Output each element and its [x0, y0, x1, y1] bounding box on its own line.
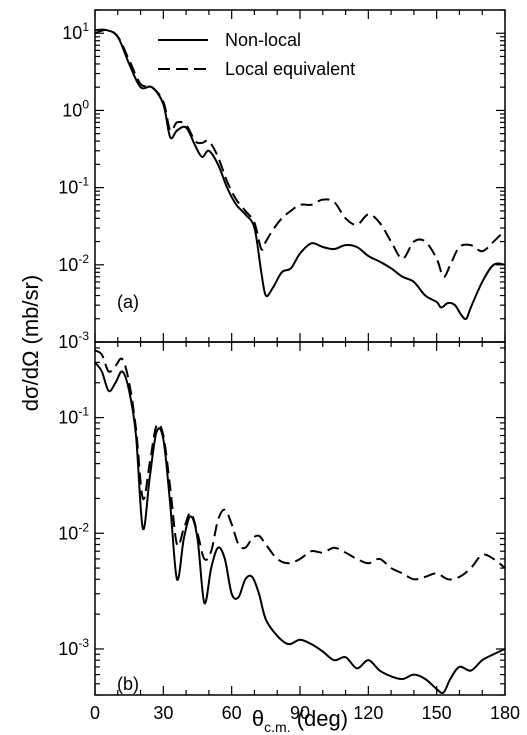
panel-b-label: (b): [117, 674, 139, 694]
y-tick-label-a-0: 100: [62, 97, 89, 120]
x-axis-label: θc.m. (deg): [252, 706, 348, 735]
panel-a-label: (a): [117, 292, 139, 312]
x-tick-label-150: 150: [422, 703, 452, 723]
x-axis-label-sub: c.m.: [264, 719, 290, 735]
x-axis-label-main: θ: [252, 706, 264, 731]
legend: Non-local Local equivalent: [158, 30, 355, 79]
plot-frame-b: [94, 341, 506, 696]
y-tick-label-b--3: 10-3: [58, 636, 89, 659]
x-tick-label-90: 90: [290, 703, 310, 723]
x-axis-label-tail: (deg): [291, 706, 348, 731]
y-tick-label-b--2: 10-2: [58, 520, 89, 543]
legend-label-local: Local equivalent: [225, 59, 355, 79]
panel-b: 0 30 60 90 120 150 180 10-1 10-2 10-3: [58, 341, 520, 723]
y-tick-label-a-1: 101: [62, 20, 89, 43]
y-tick-label-a--2: 10-2: [58, 252, 89, 275]
x-tick-label-60: 60: [222, 703, 242, 723]
y-tick-label-a--3: 10-3: [58, 329, 89, 352]
x-tick-label-120: 120: [353, 703, 383, 723]
x-tick-label-30: 30: [153, 703, 173, 723]
series-a-non-local: [94, 28, 506, 321]
legend-label-nonlocal: Non-local: [225, 30, 301, 50]
x-tick-label-180: 180: [490, 703, 520, 723]
y-tick-label-b--1: 10-1: [58, 405, 89, 428]
y-axis-label: dσ/dΩ (mb/sr): [18, 275, 43, 411]
series-b-local-equivalent: [94, 349, 506, 581]
x-tick-label-0: 0: [90, 703, 100, 723]
series-b-non-local: [94, 361, 506, 695]
y-tick-label-a--1: 10-1: [58, 175, 89, 198]
